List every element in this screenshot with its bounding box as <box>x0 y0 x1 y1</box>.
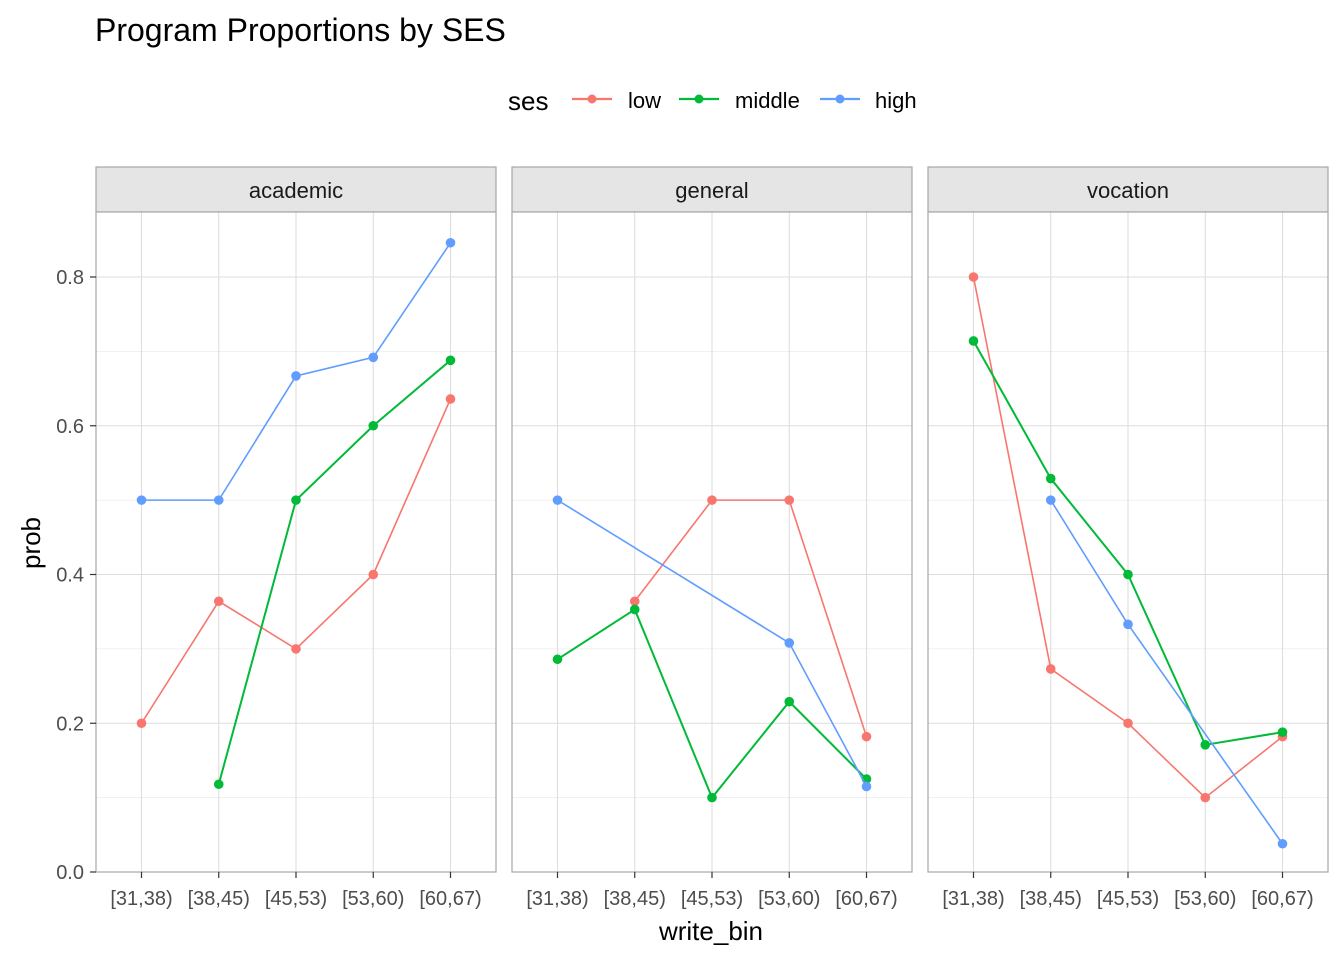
facet-strip-label: academic <box>249 178 343 203</box>
data-point-middle <box>1277 727 1288 737</box>
series-low <box>629 495 872 742</box>
data-point-high <box>1277 838 1288 849</box>
data-point-high <box>368 352 379 363</box>
x-tick-label: [60,67) <box>835 888 897 910</box>
data-point-high <box>784 638 795 648</box>
x-tick-label: [60,67) <box>1251 888 1313 910</box>
data-point-middle <box>1200 740 1211 750</box>
chart-title: Program Proportions by SES <box>95 12 506 48</box>
data-point-middle <box>1123 569 1133 580</box>
data-point-low <box>1123 718 1133 729</box>
x-tick-label: [60,67) <box>419 888 481 910</box>
legend-title: ses <box>508 86 548 116</box>
facets: academic [31,38) [38,45) [45,53) [53,60) [60,… <box>95 166 1329 910</box>
data-point-low <box>784 495 795 505</box>
series-line-middle <box>217 359 452 785</box>
x-axis-label: write_bin <box>658 916 763 946</box>
data-point-middle <box>707 792 717 803</box>
legend-key-point <box>694 94 704 104</box>
data-point-middle <box>445 355 456 366</box>
data-point-middle <box>968 336 979 346</box>
data-point-low <box>213 596 224 607</box>
facet-vocation: vocation [31,38) [38,45) [45,53) [53,60) [60,… <box>927 166 1329 910</box>
x-tick-label: [31,38) <box>110 888 172 910</box>
legend-label-low: low <box>628 88 661 113</box>
data-point-middle <box>629 604 640 615</box>
facet-strip-label: vocation <box>1087 178 1169 203</box>
x-tick-label: [31,38) <box>942 888 1004 910</box>
data-point-high <box>213 495 224 505</box>
data-point-high <box>136 495 147 505</box>
x-tick-label: [38,45) <box>604 888 666 910</box>
series-high <box>1045 495 1288 849</box>
x-tick-label: [45,53) <box>265 888 327 910</box>
x-tick-label: [53,60) <box>1174 888 1236 910</box>
series-line-low <box>634 499 868 737</box>
data-point-middle <box>1045 473 1056 484</box>
data-point-low <box>968 272 979 282</box>
y-tick-label: 0.0 <box>56 862 84 884</box>
facet-general: general [31,38) [38,45) [45,53) [53,60) [60,6… <box>511 166 913 910</box>
data-point-high <box>1045 495 1056 505</box>
series-low <box>136 394 456 729</box>
data-point-low <box>1200 792 1211 803</box>
facet-academic: academic [31,38) [38,45) [45,53) [53,60) [60,… <box>95 166 497 910</box>
facet-strip <box>511 166 913 213</box>
x-tick-label: [53,60) <box>758 888 820 910</box>
x-tick-label: [38,45) <box>188 888 250 910</box>
series-high <box>552 495 872 792</box>
data-point-high <box>861 781 872 792</box>
x-tick-label: [31,38) <box>526 888 588 910</box>
legend: ses low middle high <box>508 86 917 116</box>
series-middle <box>213 355 456 790</box>
data-point-low <box>861 731 872 742</box>
data-point-middle <box>552 654 563 665</box>
y-axis: 0.0 0.2 0.4 0.6 0.8 <box>56 267 96 884</box>
data-point-low <box>707 495 717 505</box>
y-tick-label: 0.4 <box>56 565 84 587</box>
data-point-middle <box>291 495 301 505</box>
y-axis-label: prob <box>16 517 46 569</box>
legend-key-point <box>835 94 845 104</box>
data-point-low <box>368 569 379 580</box>
series-low <box>968 272 1288 803</box>
facet-strip <box>95 166 497 213</box>
data-point-low <box>136 718 147 729</box>
data-point-high <box>445 237 456 248</box>
data-point-low <box>445 394 456 404</box>
y-tick-label: 0.8 <box>56 267 84 289</box>
data-point-high <box>1123 619 1133 630</box>
legend-label-high: high <box>875 88 917 113</box>
legend-item-high: high <box>820 88 917 113</box>
data-point-low <box>291 644 301 654</box>
data-point-high <box>291 371 301 381</box>
data-point-middle <box>368 420 379 431</box>
data-point-high <box>552 495 563 505</box>
x-tick-label: [38,45) <box>1020 888 1082 910</box>
legend-key-point <box>587 94 597 104</box>
x-tick-label: [45,53) <box>681 888 743 910</box>
data-point-middle <box>213 779 224 790</box>
x-tick-label: [53,60) <box>342 888 404 910</box>
series-middle <box>968 336 1288 750</box>
legend-item-low: low <box>572 88 661 113</box>
series-high <box>136 237 456 505</box>
x-tick-label: [45,53) <box>1097 888 1159 910</box>
legend-item-middle: middle <box>679 88 800 113</box>
facet-strip-label: general <box>675 178 748 203</box>
y-tick-label: 0.2 <box>56 713 84 735</box>
data-point-middle <box>784 696 795 707</box>
data-point-low <box>629 596 640 607</box>
legend-label-middle: middle <box>735 88 800 113</box>
data-point-low <box>1045 664 1056 674</box>
y-tick-label: 0.6 <box>56 416 84 438</box>
